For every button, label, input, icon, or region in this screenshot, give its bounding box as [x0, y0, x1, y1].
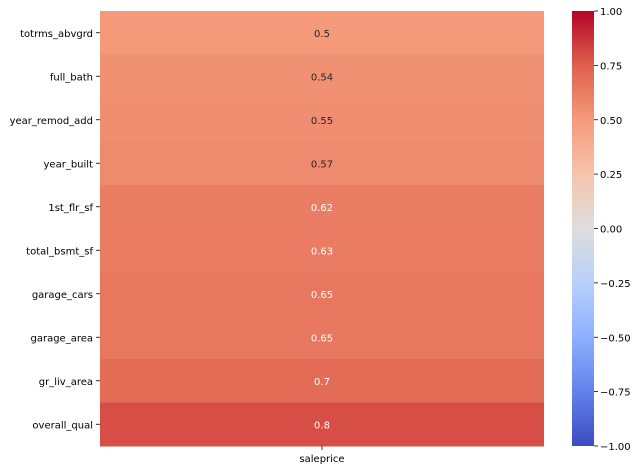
colorbar-tick-label: 0.00: [600, 225, 622, 236]
y-tick-label: garage_area: [30, 333, 93, 344]
heatmap-cell: [100, 359, 544, 403]
heatmap-cell: [100, 185, 544, 229]
colorbar-tick-label: −0.50: [600, 333, 631, 344]
heatmap-cell: [100, 54, 544, 99]
colorbar-tick-label: 0.25: [600, 170, 622, 181]
y-tick-label: year_built: [44, 159, 94, 170]
y-tick-label: garage_cars: [32, 290, 93, 301]
heatmap-cell: [100, 272, 544, 316]
cell-value-label: 0.63: [311, 246, 333, 257]
heatmap-cell: [100, 141, 544, 186]
y-axis-ticks: totrms_abvgrd full_bath year_remod_addyear…: [10, 29, 100, 431]
colorbar-tick-label: −1.00: [600, 442, 631, 453]
heatmap-cell: [100, 11, 544, 55]
heatmap-cells: [100, 11, 544, 447]
y-tick-label: gr_liv_area: [39, 377, 93, 388]
colorbar-tick-label: 0.50: [600, 116, 622, 127]
y-tick-label: 1st_flr_sf: [48, 203, 93, 214]
cell-value-label: 0.65: [311, 290, 333, 301]
cell-value-label: 0.55: [311, 116, 333, 127]
colorbar-tick-label: 1.00: [600, 7, 622, 18]
colorbar-gradient: [572, 11, 594, 446]
heatmap-cell: [100, 228, 544, 273]
colorbar: 1.00 0.75 0.50 0.25 0.00 −0.25 −0.50 −0.75 −1.00: [572, 7, 631, 453]
colorbar-tick-label: 0.75: [600, 61, 622, 72]
y-tick-label: overall_qual: [32, 420, 93, 431]
x-tick-label: saleprice: [299, 454, 344, 465]
heatmap-cell: [100, 402, 544, 447]
y-tick-label: total_bsmt_sf: [26, 246, 93, 257]
cell-value-label: 0.62: [311, 203, 333, 214]
cell-value-label: 0.54: [311, 72, 333, 83]
y-tick-label: year_remod_add: [10, 116, 93, 127]
heatmap-cell: [100, 315, 544, 360]
heatmap-cell-labels: 0.5 0.54 0.55 0.57 0.62 0.63 0.65 0.65 0.7 0.8: [311, 29, 333, 432]
cell-value-label: 0.57: [311, 159, 333, 170]
colorbar-tick-label: −0.25: [600, 279, 631, 290]
y-tick-label: totrms_abvgrd: [20, 29, 93, 40]
cell-value-label: 0.5: [314, 29, 330, 40]
cell-value-label: 0.7: [314, 377, 330, 388]
colorbar-tick-label: −0.75: [600, 388, 631, 399]
cell-value-label: 0.65: [311, 333, 333, 344]
cell-value-label: 0.8: [314, 420, 330, 431]
heatmap-cell: [100, 98, 544, 142]
x-axis-ticks: saleprice: [299, 446, 345, 465]
y-tick-label: full_bath: [50, 72, 93, 83]
